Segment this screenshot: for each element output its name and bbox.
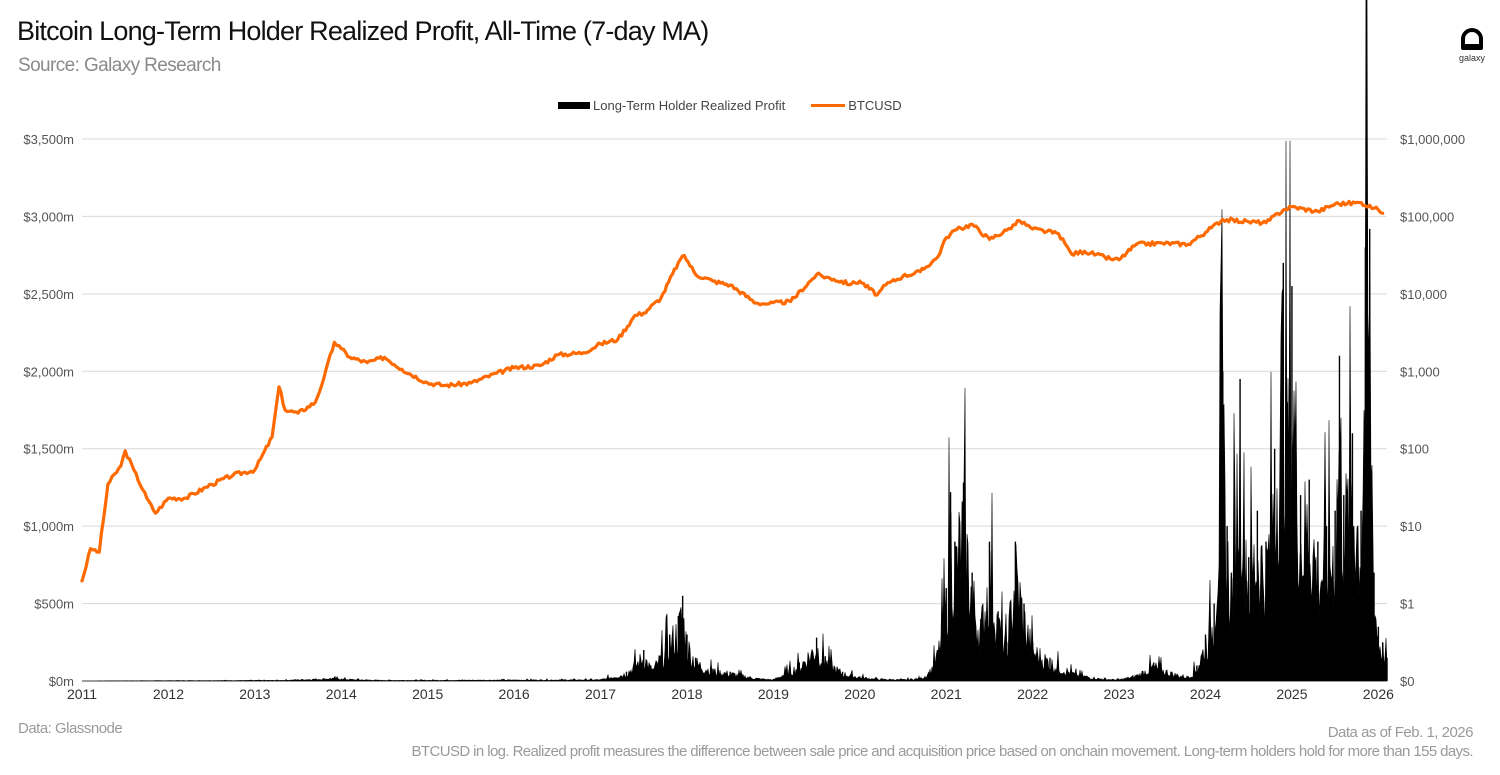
legend-label: Long-Term Holder Realized Profit	[593, 98, 786, 113]
x-tick-label: 2012	[153, 686, 184, 702]
y-left-tick-label: $3,500m	[23, 132, 74, 147]
galaxy-logo-icon	[1461, 28, 1483, 50]
data-source-note: Data: Glassnode	[18, 720, 123, 737]
y-right-tick-label: $1,000,000	[1400, 132, 1465, 147]
chart-subtitle: Source: Galaxy Research	[18, 55, 221, 76]
x-tick-label: 2015	[412, 686, 443, 702]
gridlines	[82, 138, 1387, 682]
y-left-tick-label: $0m	[49, 674, 74, 689]
methodology-note: BTCUSD in log. Realized profit measures …	[411, 743, 1474, 760]
y-right-tick-label: $100	[1400, 442, 1429, 457]
galaxy-logo: galaxy	[1452, 28, 1492, 63]
y-left-tick-label: $2,500m	[23, 287, 74, 302]
y-left-tick-label: $1,500m	[23, 442, 74, 457]
logo-text: galaxy	[1458, 53, 1485, 63]
realized-profit-series	[82, 0, 1388, 682]
x-tick-label: 2019	[758, 686, 789, 702]
x-tick-label: 2026	[1363, 686, 1394, 702]
y-left-tick-label: $1,000m	[23, 519, 74, 534]
x-tick-label: 2020	[844, 686, 875, 702]
y-axis-left: $0m $500m $1,000m $1,500m $2,000m $2,500m $3,0…	[23, 132, 74, 689]
chart-title: Bitcoin Long-Term Holder Realized Profit…	[17, 16, 709, 46]
x-tick-label: 2022	[1017, 686, 1048, 702]
x-tick-label: 2016	[499, 686, 530, 702]
btcusd-line	[80, 199, 1385, 583]
btcusd-series	[80, 199, 1385, 583]
y-right-tick-label: $100,000	[1400, 209, 1454, 224]
x-tick-label: 2021	[931, 686, 962, 702]
y-right-tick-label: $1,000	[1400, 364, 1440, 379]
data-as-of-note: Data as of Feb. 1, 2026	[1327, 724, 1474, 741]
y-left-tick-label: $2,000m	[23, 364, 74, 379]
legend-swatch-line-icon	[811, 104, 846, 107]
y-right-tick-label: $10,000	[1400, 287, 1447, 302]
y-left-tick-label: $3,000m	[23, 209, 74, 224]
x-tick-label: 2013	[239, 686, 270, 702]
chart-legend: Long-Term Holder Realized Profit BTCUSD	[558, 98, 928, 113]
x-tick-label: 2011	[67, 686, 97, 702]
y-axis-right: $0 $1 $10 $100 $1,000 $10,000 $100,000 $1,000,0…	[1400, 132, 1465, 689]
legend-item-btcusd: BTCUSD	[811, 98, 902, 113]
legend-label: BTCUSD	[848, 98, 902, 113]
x-tick-label: 2018	[671, 686, 702, 702]
x-tick-label: 2017	[585, 686, 616, 702]
legend-swatch-bar-icon	[558, 102, 590, 109]
legend-item-realized-profit: Long-Term Holder Realized Profit	[558, 98, 785, 113]
x-tick-label: 2025	[1276, 686, 1307, 702]
y-right-tick-label: $10	[1400, 519, 1422, 534]
x-axis: 2011 2012 2013 2014 2015 2016 2017 2018 2019 2020…	[67, 686, 1394, 702]
y-right-tick-label: $1	[1400, 597, 1414, 612]
realized-profit-area	[82, 0, 1388, 682]
y-right-tick-label: $0	[1400, 674, 1414, 689]
x-tick-label: 2024	[1190, 686, 1221, 702]
x-tick-label: 2023	[1104, 686, 1135, 702]
x-tick-label: 2014	[326, 686, 357, 702]
y-left-tick-label: $500m	[34, 597, 74, 612]
